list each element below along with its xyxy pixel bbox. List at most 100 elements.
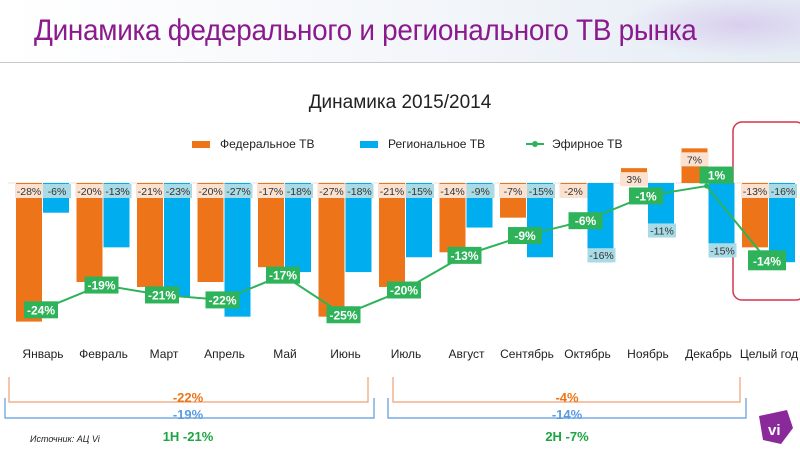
x-tick-label: Ноябрь bbox=[627, 347, 669, 361]
label-bg-federal bbox=[680, 152, 709, 167]
bracket-federal-1h bbox=[8, 377, 369, 403]
data-label-regional: -18% bbox=[347, 186, 372, 198]
legend-item-regional: Региональное ТВ bbox=[360, 137, 485, 151]
data-label-broadcast: -24% bbox=[27, 303, 55, 317]
legend-label-broadcast: Эфирное ТВ bbox=[552, 137, 623, 151]
label-bg-broadcast bbox=[699, 166, 734, 184]
data-label-regional: -18% bbox=[287, 186, 312, 198]
legend-label-regional: Региональное ТВ bbox=[388, 137, 486, 151]
x-tick-label: Декабрь bbox=[685, 347, 732, 361]
x-tick-label: Январь bbox=[22, 347, 63, 361]
label-bg-federal bbox=[378, 184, 406, 198]
legend-item-broadcast: Эфирное ТВ bbox=[526, 137, 623, 151]
label-bg-broadcast bbox=[629, 187, 663, 205]
point-broadcast bbox=[704, 183, 709, 189]
x-tick-label: Октябрь bbox=[564, 347, 611, 361]
summary-regional-2h: -14% bbox=[551, 407, 583, 422]
data-label-broadcast: -13% bbox=[450, 249, 478, 263]
label-bg-federal bbox=[257, 184, 285, 198]
label-bg-broadcast bbox=[387, 281, 421, 299]
label-bg-federal bbox=[75, 184, 104, 198]
data-label-regional: -9% bbox=[471, 186, 490, 198]
label-bg-broadcast bbox=[84, 276, 119, 294]
x-tick-label: Май bbox=[273, 347, 297, 361]
data-label-federal: -14% bbox=[440, 186, 465, 198]
data-label-regional: -13% bbox=[105, 186, 130, 198]
data-label-federal: -17% bbox=[259, 186, 284, 198]
bar-federal bbox=[137, 183, 163, 287]
label-bg-regional bbox=[466, 184, 495, 198]
label-bg-federal bbox=[136, 184, 164, 198]
data-label-regional: -15% bbox=[710, 245, 735, 257]
label-bg-regional bbox=[345, 184, 374, 198]
label-bg-regional bbox=[648, 223, 676, 238]
label-bg-federal bbox=[317, 184, 346, 198]
summary-federal-1h: -22% bbox=[172, 390, 204, 405]
legend-swatch-broadcast bbox=[526, 140, 544, 148]
data-label-federal: -21% bbox=[138, 186, 163, 198]
data-label-federal: -27% bbox=[319, 186, 344, 198]
summary-federal-2h: -4% bbox=[555, 390, 579, 405]
label-bg-regional bbox=[224, 184, 253, 198]
legend-label-federal: Федеральное ТВ bbox=[220, 137, 315, 151]
x-tick-label: Целый год bbox=[740, 347, 798, 361]
bracket-federal-2h bbox=[392, 377, 741, 403]
data-label-federal: -20% bbox=[198, 186, 223, 198]
x-tick-label: Июль bbox=[391, 347, 422, 361]
data-label-regional: -23% bbox=[166, 186, 191, 198]
data-label-broadcast: -17% bbox=[269, 269, 297, 283]
label-bg-federal bbox=[196, 184, 225, 198]
data-label-broadcast: -14% bbox=[753, 254, 781, 268]
label-bg-broadcast bbox=[24, 301, 58, 319]
label-bg-regional bbox=[708, 243, 737, 258]
summary-regional-1h: -19% bbox=[172, 407, 204, 422]
bar-federal bbox=[318, 183, 345, 317]
legend-swatch-federal bbox=[192, 140, 210, 148]
label-bg-broadcast bbox=[447, 246, 482, 264]
header-band bbox=[0, 0, 800, 63]
data-label-regional: -15% bbox=[529, 186, 554, 198]
page-title: Динамика федерального и регионального ТВ… bbox=[34, 14, 697, 47]
header-decoration bbox=[600, 0, 800, 62]
data-label-regional: -6% bbox=[48, 186, 67, 198]
data-label-broadcast: -1% bbox=[635, 189, 657, 203]
data-label-federal: -7% bbox=[504, 186, 523, 198]
label-bg-regional bbox=[769, 184, 797, 198]
label-bg-broadcast bbox=[568, 212, 603, 230]
data-label-federal: -2% bbox=[564, 186, 583, 198]
data-label-federal: 7% bbox=[687, 154, 702, 166]
label-bg-regional bbox=[587, 248, 616, 263]
label-bg-broadcast bbox=[266, 266, 300, 284]
label-bg-broadcast bbox=[326, 306, 361, 324]
label-bg-federal bbox=[559, 184, 588, 198]
label-bg-broadcast bbox=[205, 291, 240, 309]
legend-item-federal: Федеральное ТВ bbox=[192, 137, 314, 151]
bar-federal bbox=[197, 183, 224, 282]
data-label-broadcast: -21% bbox=[148, 288, 176, 302]
data-label-broadcast: -6% bbox=[575, 214, 597, 228]
data-label-broadcast: -20% bbox=[390, 284, 418, 298]
logo-text: vi bbox=[768, 422, 781, 439]
label-bg-regional bbox=[285, 184, 313, 198]
x-tick-label: Сентябрь bbox=[500, 347, 554, 361]
label-bg-federal bbox=[499, 184, 527, 198]
label-bg-broadcast bbox=[748, 250, 786, 271]
bracket-regional-1h bbox=[4, 398, 375, 419]
bar-federal bbox=[16, 183, 42, 322]
data-label-federal: -13% bbox=[743, 186, 768, 198]
label-bg-regional bbox=[164, 184, 192, 198]
data-label-broadcast: -19% bbox=[87, 279, 115, 293]
label-bg-federal bbox=[15, 184, 43, 198]
label-bg-broadcast bbox=[508, 227, 542, 245]
data-label-regional: -16% bbox=[589, 250, 614, 262]
x-tick-label: Март bbox=[150, 347, 179, 361]
data-label-broadcast: -25% bbox=[329, 308, 357, 322]
bar-federal bbox=[76, 183, 103, 282]
x-tick-label: Апрель bbox=[204, 347, 245, 361]
data-label-broadcast: 1% bbox=[708, 169, 726, 183]
summary-broadcast-1h: 1H -21% bbox=[162, 429, 214, 444]
bar-federal bbox=[379, 183, 405, 287]
data-label-regional: -27% bbox=[226, 186, 251, 198]
data-label-federal: 3% bbox=[626, 174, 641, 186]
